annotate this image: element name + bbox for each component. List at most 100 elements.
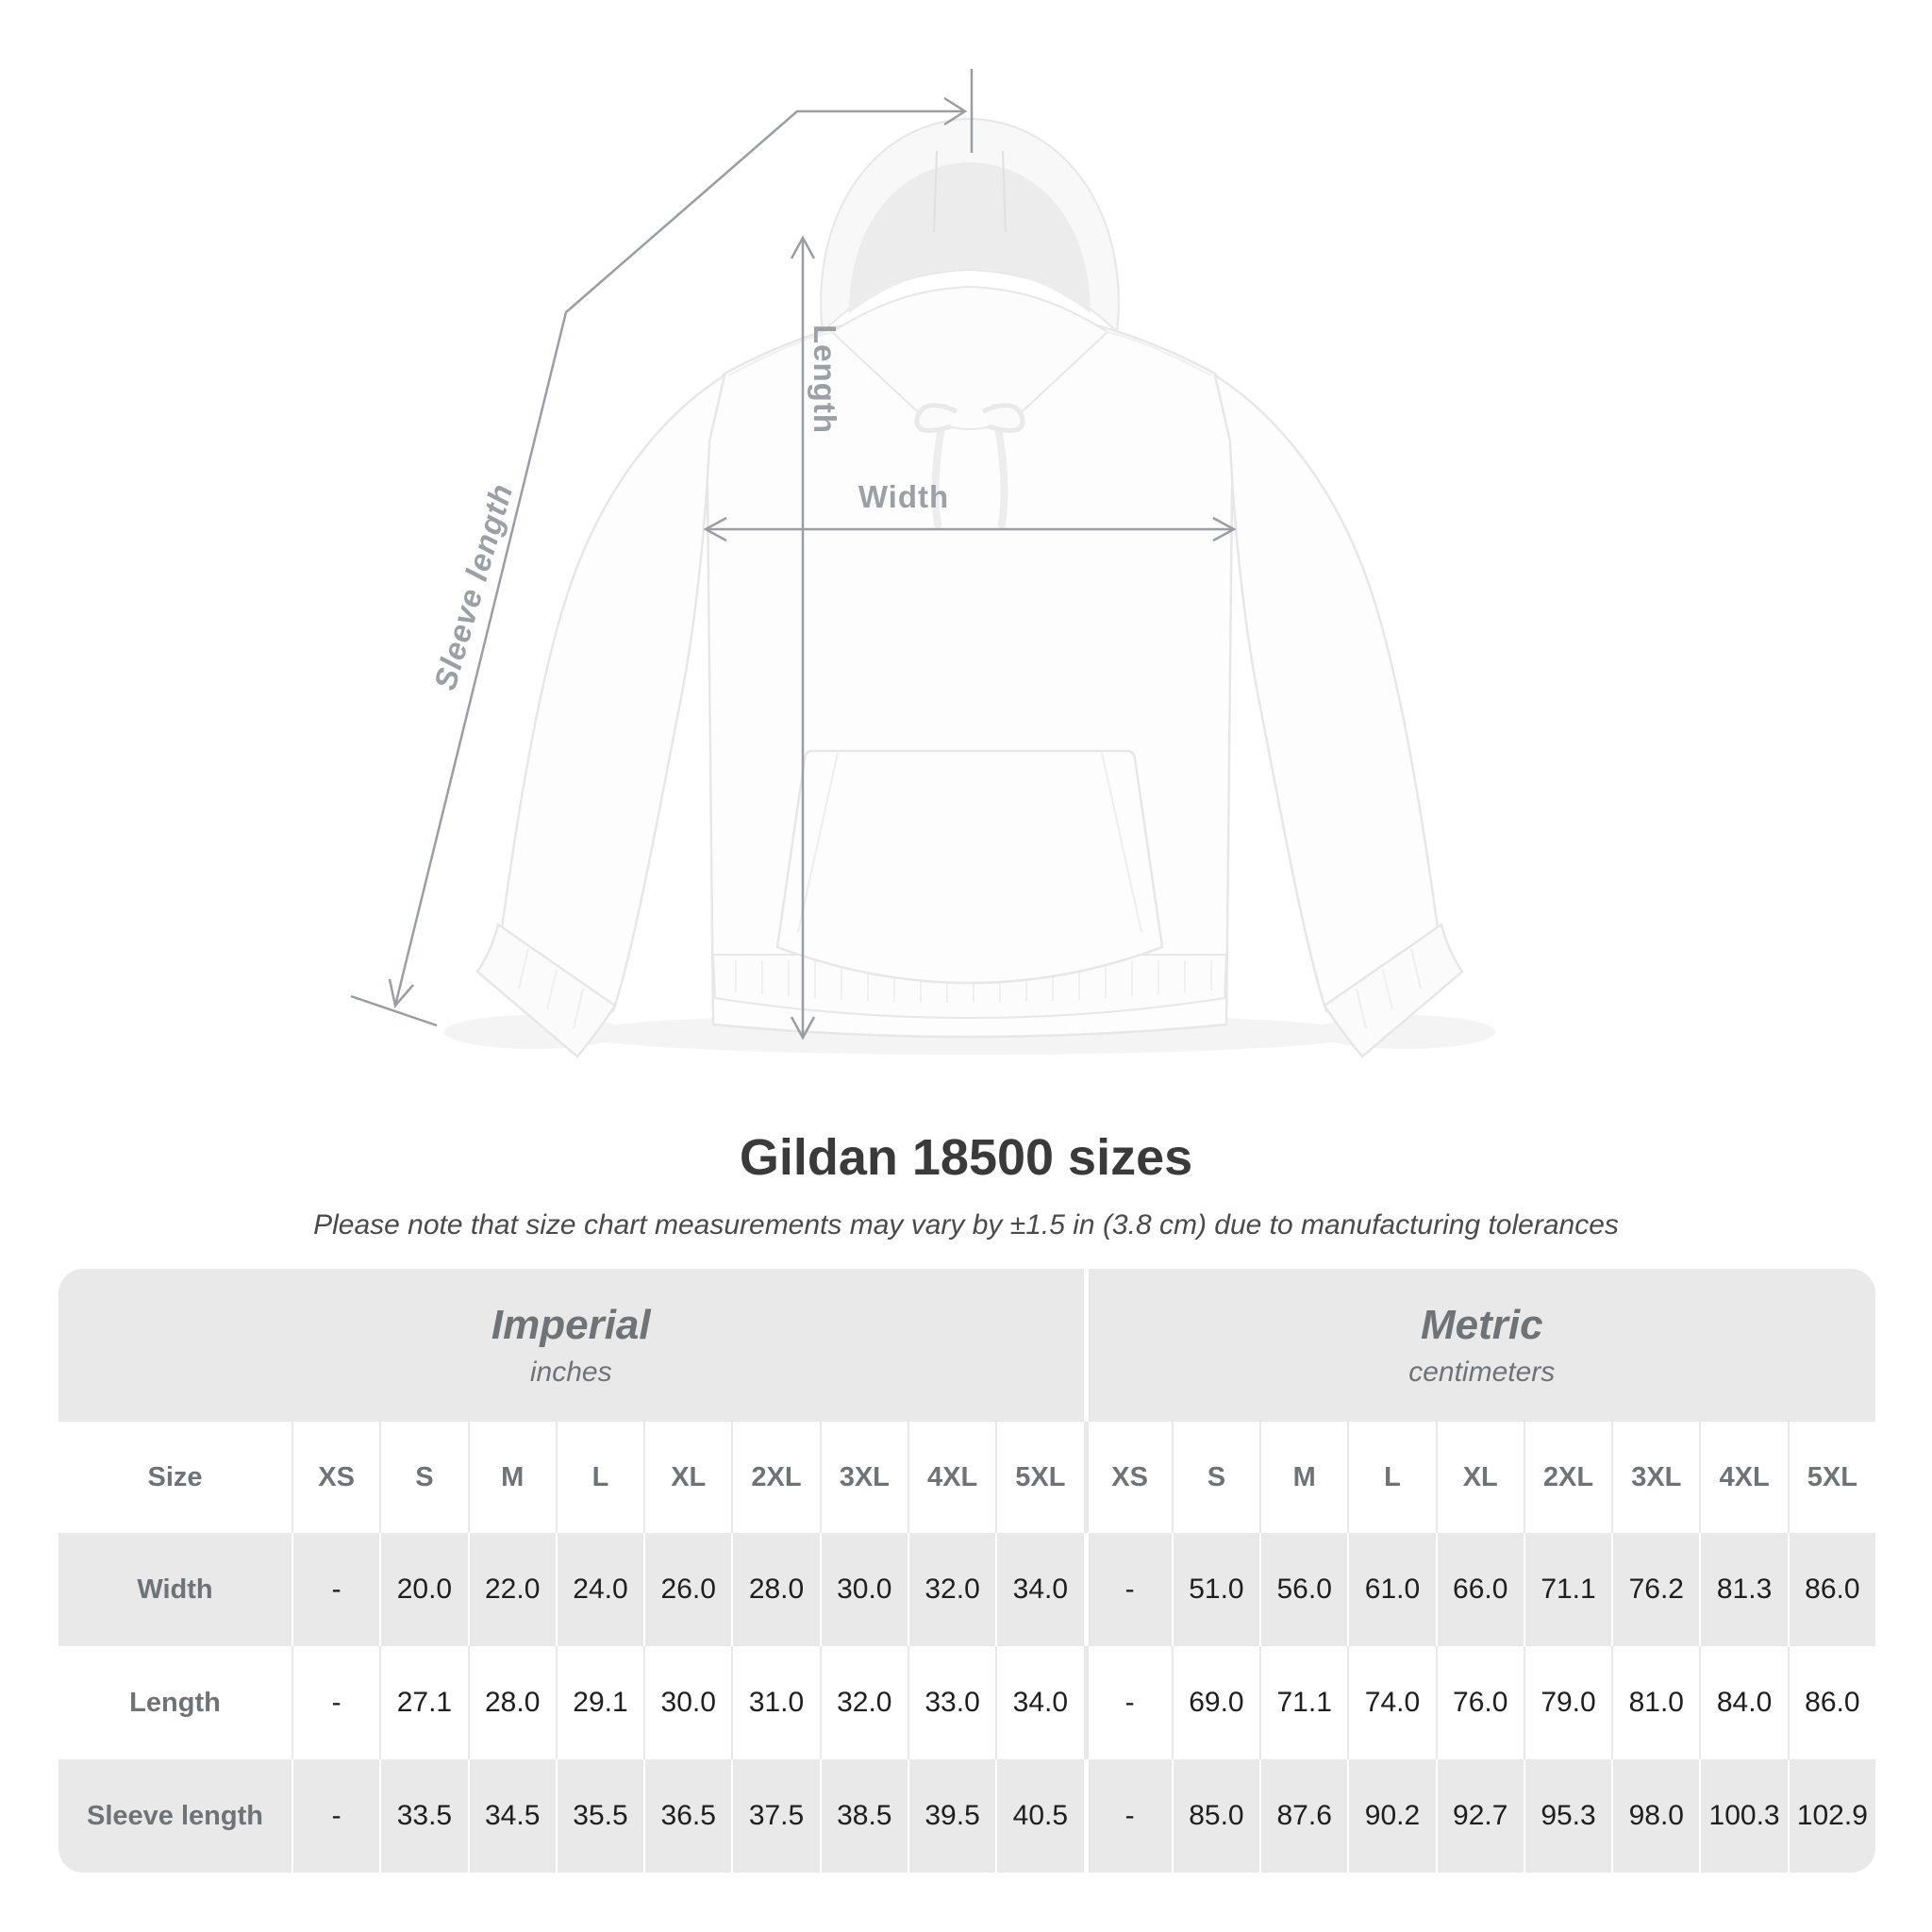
size-col-metric-2xl: 2XL [1523,1422,1612,1533]
hood-front [830,285,1109,430]
sleeve-bottom-tick [350,994,438,1027]
size-col-imperial-m: M [467,1422,556,1533]
measurement-cell: 30.0 [819,1533,908,1646]
size-col-metric-5xl: 5XL [1787,1422,1875,1533]
size-col-metric-4xl: 4XL [1699,1422,1788,1533]
measurement-cell: - [1083,1759,1172,1873]
size-col-metric-s: S [1171,1422,1260,1533]
metric-title: Metric [1420,1302,1543,1348]
size-col-metric-3xl: 3XL [1611,1422,1700,1533]
sleeve-top-arrowhead [943,96,968,126]
size-col-imperial-xl: XL [643,1422,732,1533]
length-bottom-arrowhead [790,1016,816,1041]
measurement-cell: 33.5 [379,1759,468,1873]
size-col-imperial-4xl: 4XL [907,1422,996,1533]
length-top-arrowhead [790,235,816,259]
right-sleeve [1213,373,1440,1014]
measurement-cell: 100.3 [1699,1759,1788,1873]
measurement-cell: 38.5 [819,1759,908,1873]
measurement-cell: 74.0 [1347,1646,1436,1759]
width-left-arrowhead [703,516,727,542]
pocket-seams [797,752,1142,933]
sleeve-length-line [393,109,965,1007]
measurement-cell: 102.9 [1787,1759,1875,1873]
left-sleeve [500,373,726,1014]
size-col-metric-xl: XL [1435,1422,1524,1533]
measurement-cell: 32.0 [819,1646,908,1759]
measurement-cell: 69.0 [1171,1646,1260,1759]
metric-header: Metric centimeters [1083,1269,1875,1422]
tolerance-note: Please note that size chart measurements… [313,1209,1619,1241]
width-measure-label: Width [858,479,950,514]
measurement-cell: 34.0 [995,1533,1084,1646]
hoodie-illustration [444,117,1495,1058]
hoodie-diagram-svg [350,69,1495,1058]
size-col-imperial-l: L [555,1422,644,1533]
imperial-header: Imperial inches [58,1269,1084,1422]
measurement-cell: 31.0 [731,1646,820,1759]
size-col-metric-l: L [1347,1422,1436,1533]
right-cuff-ribs [1356,948,1422,1029]
row-label-length: Length [58,1646,291,1759]
size-col-imperial-s: S [379,1422,468,1533]
hood-seams [933,150,1007,233]
measurement-cell: 28.0 [467,1646,556,1759]
row-label-width: Width [58,1533,291,1646]
measurement-cell: 27.1 [379,1646,468,1759]
size-col-imperial-xs: XS [291,1422,380,1533]
measurement-cell: 51.0 [1171,1533,1260,1646]
measurement-cell: 66.0 [1435,1533,1524,1646]
measurement-cell: 95.3 [1523,1759,1612,1873]
measurement-cell: 90.2 [1347,1759,1436,1873]
measurement-cell: 34.5 [467,1759,556,1873]
measurement-cell: - [1083,1533,1172,1646]
hood-interior [849,162,1091,313]
length-measure-label: Length [808,325,842,434]
measurement-cell: 20.0 [379,1533,468,1646]
measurement-cell: 92.7 [1435,1759,1524,1873]
measurement-cell: 71.1 [1523,1533,1612,1646]
measurement-cell: 36.5 [643,1759,732,1873]
imperial-unit: inches [529,1357,612,1388]
measurement-cell: 40.5 [995,1759,1084,1873]
measurement-cell: 76.0 [1435,1646,1524,1759]
measurement-cell: 32.0 [907,1533,996,1646]
measurement-cell: 37.5 [731,1759,820,1873]
page-title: Gildan 18500 sizes [739,1129,1193,1186]
measurement-cell: 86.0 [1787,1646,1875,1759]
kangaroo-pocket [775,749,1164,985]
measurement-cell: 85.0 [1171,1759,1260,1873]
measurement-cell: 81.3 [1699,1533,1788,1646]
measurement-cell: 28.0 [731,1533,820,1646]
measurement-cell: - [291,1533,380,1646]
size-col-metric-xs: XS [1083,1422,1172,1533]
measurement-cell: 30.0 [643,1646,732,1759]
size-table: Imperial inches Metric centimeters Size X… [58,1269,1875,1873]
right-cuff [1323,922,1464,1058]
measurement-cell: 84.0 [1699,1646,1788,1759]
shoulder-seams [727,331,1212,376]
measurement-cell: 26.0 [643,1533,732,1646]
metric-unit: centimeters [1408,1357,1556,1388]
measurement-cell: 24.0 [555,1533,644,1646]
measurement-cell: 98.0 [1611,1759,1700,1873]
measurement-cell: 56.0 [1259,1533,1348,1646]
measurement-cell: 86.0 [1787,1533,1875,1646]
measurement-cell: - [291,1759,380,1873]
measurement-cell: 34.0 [995,1646,1084,1759]
measurement-cell: 29.1 [555,1646,644,1759]
left-cuff-ribs [518,948,584,1029]
hoodie-diagram: Length Width Sleeve length [350,69,1495,1058]
measurement-cell: 33.0 [907,1646,996,1759]
measurement-cell: 87.6 [1259,1759,1348,1873]
measurement-cell: 79.0 [1523,1646,1612,1759]
row-label-sleeve-length: Sleeve length [58,1759,291,1873]
sleeve-bottom-arrowhead [388,978,414,1008]
size-col-imperial-2xl: 2XL [731,1422,820,1533]
imperial-title: Imperial [491,1302,651,1348]
drawstring-bow [914,403,1025,433]
measurement-cell: 61.0 [1347,1533,1436,1646]
measurement-cell: 81.0 [1611,1646,1700,1759]
measurement-cell: - [1083,1646,1172,1759]
